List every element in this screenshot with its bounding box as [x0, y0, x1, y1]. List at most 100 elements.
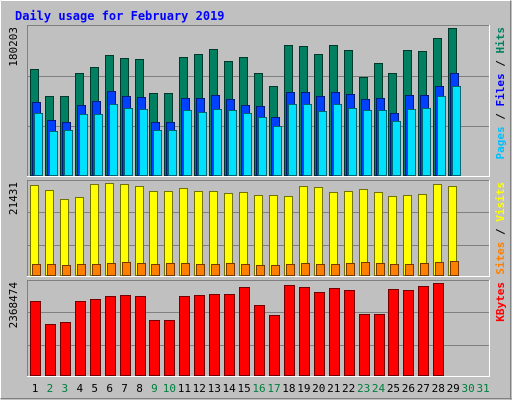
- bar-pages-day-23: [363, 110, 372, 176]
- bar-pages-day-24: [378, 110, 387, 176]
- bar-pages-day-26: [407, 109, 416, 176]
- day-label: 30: [462, 382, 475, 395]
- day-label: 16: [252, 382, 265, 395]
- bar-kbytes-day-3: [60, 322, 71, 376]
- bar-pages-day-22: [348, 108, 357, 176]
- bar-kbytes-day-7: [120, 295, 131, 376]
- day-label: 23: [357, 382, 370, 395]
- bar-sites-day-11: [181, 263, 190, 276]
- bar-sites-day-6: [107, 263, 116, 276]
- bar-visits-day-25: [388, 196, 397, 276]
- bar-sites-day-7: [122, 262, 131, 276]
- day-label: 2: [47, 382, 54, 395]
- bar-kbytes-day-9: [149, 320, 160, 376]
- bar-pages-day-28: [437, 96, 446, 176]
- legend-label: Visits: [494, 182, 507, 222]
- bar-kbytes-day-20: [314, 292, 325, 376]
- bar-kbytes-day-11: [179, 296, 190, 376]
- bar-sites-day-4: [77, 264, 86, 276]
- bar-pages-day-27: [422, 108, 431, 176]
- bar-pages-day-6: [109, 104, 118, 176]
- legend-label: KBytes: [494, 282, 507, 322]
- day-label: 18: [282, 382, 295, 395]
- bar-sites-day-20: [316, 264, 325, 276]
- bar-pages-day-10: [168, 130, 177, 176]
- kbytes-panel: 2368474 KBytes: [7, 280, 507, 377]
- bar-pages-day-21: [333, 104, 342, 176]
- bar-kbytes-day-12: [194, 295, 205, 376]
- bar-kbytes-day-18: [284, 285, 295, 376]
- bar-sites-day-27: [420, 263, 429, 276]
- day-label: 7: [121, 382, 128, 395]
- day-label: 4: [76, 382, 83, 395]
- bar-kbytes-day-25: [388, 289, 399, 376]
- visits-sites-panel: 21431 Sites / Visits: [7, 180, 507, 277]
- bar-sites-day-23: [361, 262, 370, 276]
- day-label: 14: [223, 382, 237, 395]
- day-label: 17: [267, 382, 280, 395]
- series-legend: KBytes: [494, 282, 507, 322]
- legend-label: /: [494, 107, 507, 127]
- bar-visits-day-13: [209, 191, 218, 276]
- day-label: 6: [106, 382, 113, 395]
- bar-kbytes-day-15: [239, 287, 250, 376]
- bar-kbytes-day-4: [75, 301, 86, 376]
- bar-sites-day-18: [286, 264, 295, 276]
- bar-pages-day-3: [64, 130, 73, 176]
- bar-sites-day-8: [137, 263, 146, 276]
- day-label: 26: [402, 382, 415, 395]
- bar-sites-day-16: [256, 265, 265, 276]
- series-legend: Pages / Files / Hits: [494, 27, 507, 160]
- bar-sites-day-2: [47, 264, 56, 276]
- bar-sites-day-14: [226, 263, 235, 276]
- day-label: 11: [178, 382, 191, 395]
- bar-sites-day-29: [450, 261, 459, 276]
- day-label: 8: [136, 382, 143, 395]
- bar-sites-day-5: [92, 264, 101, 276]
- bar-sites-day-10: [166, 263, 175, 276]
- bar-kbytes-day-17: [269, 315, 280, 376]
- day-label: 19: [297, 382, 310, 395]
- bar-visits-day-22: [344, 191, 353, 276]
- legend-label: Pages: [494, 126, 507, 159]
- bar-pages-day-13: [213, 109, 222, 176]
- bar-pages-day-19: [303, 104, 312, 176]
- bar-visits-day-28: [433, 184, 442, 276]
- bar-kbytes-day-28: [433, 283, 444, 376]
- legend-label: /: [494, 54, 507, 74]
- bar-kbytes-day-1: [30, 301, 41, 376]
- bar-sites-day-9: [151, 264, 160, 276]
- bar-sites-day-3: [62, 265, 71, 276]
- bar-pages-day-11: [183, 110, 192, 176]
- bar-visits-day-16: [254, 195, 263, 276]
- bar-sites-day-28: [435, 262, 444, 276]
- series-legend: Sites / Visits: [494, 182, 507, 275]
- bar-pages-day-9: [153, 130, 162, 176]
- bar-sites-day-19: [301, 263, 310, 276]
- bar-kbytes-day-14: [224, 294, 235, 376]
- day-label: 29: [447, 382, 460, 395]
- bar-kbytes-day-10: [164, 320, 175, 376]
- bar-visits-day-15: [239, 192, 248, 276]
- bar-kbytes-day-22: [344, 290, 355, 376]
- bar-kbytes-day-6: [105, 296, 116, 376]
- day-labels: 1 2 3 4 5 6 7 8 9 10 11 12 13 14 15 16 17 18 19 20 21 22 23 24 2…: [32, 382, 490, 395]
- bar-pages-day-20: [318, 111, 327, 176]
- day-label: 12: [193, 382, 206, 395]
- bar-visits-day-26: [403, 195, 412, 276]
- bar-pages-day-15: [243, 113, 252, 176]
- bar-sites-day-1: [32, 264, 41, 276]
- legend-label: Hits: [494, 27, 507, 54]
- bar-visits-day-8: [135, 186, 144, 276]
- bar-kbytes-day-8: [135, 296, 146, 376]
- bar-visits-day-18: [284, 196, 293, 276]
- bar-pages-day-16: [258, 117, 267, 176]
- bar-pages-day-5: [94, 114, 103, 176]
- legend-label: Files: [494, 73, 507, 106]
- bar-visits-day-20: [314, 187, 323, 276]
- bar-visits-day-5: [90, 184, 99, 276]
- bar-kbytes-day-23: [359, 314, 370, 376]
- bar-pages-day-1: [34, 113, 43, 176]
- bar-visits-day-7: [120, 184, 129, 276]
